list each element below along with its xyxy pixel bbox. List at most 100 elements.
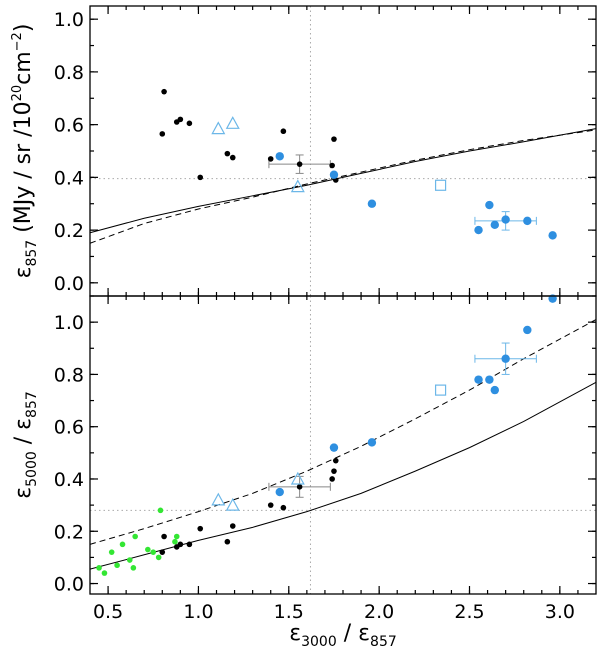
top-black-dots-point-12 <box>331 136 337 142</box>
bottom-triangles-point-1 <box>225 497 240 511</box>
bottom-green-dots-point-11 <box>157 507 164 514</box>
top-ylabel-symbol: ε <box>11 267 36 279</box>
top-black-dots-point-8 <box>267 156 274 162</box>
top-black-dots-point-10 <box>296 161 303 167</box>
bottom-green-dots-point-8 <box>145 546 151 553</box>
top-ylabel-rest: (MJy / sr /10 <box>11 101 36 239</box>
bottom-xtick-label-3: 2.0 <box>364 601 394 623</box>
bottom-black-dots-point-13 <box>332 457 339 464</box>
top-ylabel-close: ) <box>11 24 36 33</box>
bottom-xtick-label-0: 0.5 <box>93 601 123 623</box>
top-triangles-point-2 <box>290 179 305 193</box>
bottom-green-dots-point-12 <box>172 538 178 545</box>
bottom-ylabel-sub2: 857 <box>24 391 40 418</box>
bottom-y-axis-label: ε5000 / ε857 <box>11 391 40 499</box>
bottom-ytick-label-5: 1.0 <box>54 312 84 334</box>
bottom-green-dots-point-9 <box>150 549 157 555</box>
bottom-green-dots-point-0 <box>96 565 102 571</box>
top-ytick-label-1: 0.2 <box>54 220 84 242</box>
top-ytick-label-5: 1.0 <box>54 9 84 31</box>
bottom-square-point-0 <box>434 384 447 396</box>
bottom-blue-dots-point-7 <box>523 325 532 335</box>
panel-top: 0.0 0.2 0.4 0.6 0.8 1.0 ε857 (MJy / sr /1020c… <box>10 5 597 297</box>
x-axis-label: ε3000 / ε857 <box>289 621 397 650</box>
bottom-black-dots-point-0 <box>161 533 167 540</box>
bottom-black-dots-point-1 <box>159 549 166 555</box>
bottom-ytick-label-3: 0.6 <box>54 417 84 439</box>
top-black-dots-point-3 <box>177 116 184 123</box>
bottom-black-dots-point-8 <box>267 502 274 508</box>
bottom-ylabel-symbol: ε <box>11 487 36 499</box>
top-blue-dots-point-1 <box>329 170 339 179</box>
top-ytick-label-2: 0.4 <box>54 167 84 189</box>
top-black-dots-point-4 <box>186 120 193 127</box>
bottom-ylabel-sep: / ε <box>11 418 36 451</box>
bottom-green-dots-point-6 <box>130 565 137 571</box>
top-blue-dots-point-3 <box>474 225 483 235</box>
bottom-green-dots-point-5 <box>126 557 133 563</box>
bottom-xtick-label-2: 1.5 <box>274 601 304 623</box>
top-ylabel-unit: cm <box>11 51 36 85</box>
bottom-curve-dashed <box>89 319 597 545</box>
bottom-xtick-label-5: 3.0 <box>545 601 575 623</box>
bottom-triangles-point-0 <box>211 492 226 506</box>
bottom-curve-solid <box>89 381 597 570</box>
top-triangles-point-1 <box>225 116 240 129</box>
bottom-green-dots-point-1 <box>101 570 108 576</box>
bottom-black-dots-point-7 <box>229 523 236 529</box>
bottom-xtick-label-1: 1.0 <box>183 601 213 623</box>
xlabel-sub2: 857 <box>370 634 397 650</box>
bottom-green-dots-point-10 <box>155 554 162 561</box>
top-square-point-0 <box>434 179 447 191</box>
bottom-blue-dots-point-5 <box>490 385 499 395</box>
top-curve-dashed <box>89 129 597 244</box>
bottom-triangles-point-2 <box>290 471 305 485</box>
bottom-ytick-label-2: 0.4 <box>54 469 84 491</box>
bottom-xtick-label-4: 2.5 <box>454 601 484 623</box>
top-ytick-label-4: 0.8 <box>54 62 84 84</box>
bottom-green-dots-point-7 <box>132 533 138 540</box>
bottom-ylabel-sub1: 5000 <box>24 451 40 487</box>
top-blue-dots-point-5 <box>490 220 499 230</box>
top-black-dots-point-0 <box>161 88 167 95</box>
bottom-black-dots-point-12 <box>331 468 337 474</box>
bottom-axis-frame <box>89 295 597 595</box>
bottom-blue-dots-point-1 <box>329 443 339 452</box>
bottom-blue-dots-point-2 <box>367 438 377 447</box>
top-black-dots-point-5 <box>197 174 204 181</box>
bottom-blue-dots-point-4 <box>485 375 494 384</box>
xlabel-sub1: 3000 <box>301 634 337 650</box>
bottom-green-dots-point-3 <box>114 562 120 569</box>
bottom-black-dots-point-6 <box>224 538 231 545</box>
top-blue-dots-point-2 <box>367 199 377 208</box>
top-blue-dots-point-4 <box>485 200 494 210</box>
top-blue-dots-point-7 <box>523 216 532 226</box>
top-black-dots-point-11 <box>329 162 335 169</box>
bottom-green-dots-point-13 <box>173 533 180 540</box>
bottom-ytick-label-0: 0.0 <box>54 574 84 596</box>
top-blue-dots-point-8 <box>548 231 557 240</box>
top-triangles-point-0 <box>211 121 226 135</box>
top-black-dots-point-1 <box>159 131 166 137</box>
top-ylabel-sup2: −2 <box>10 32 25 51</box>
top-ylabel-sup1: 20 <box>10 85 25 102</box>
bottom-black-dots-point-11 <box>329 476 335 482</box>
top-black-dots-point-7 <box>229 154 236 161</box>
bottom-black-dots-point-4 <box>186 541 193 548</box>
top-blue-dots-point-0 <box>275 152 284 161</box>
top-blue-dots-point-6 <box>501 215 510 224</box>
xlabel-symbol: ε <box>289 621 301 646</box>
bottom-black-dots-point-3 <box>177 541 184 548</box>
top-black-dots-point-6 <box>224 150 231 157</box>
bottom-blue-dots-point-6 <box>501 354 510 363</box>
top-black-dots-point-9 <box>280 128 287 135</box>
bottom-black-dots-point-5 <box>197 525 204 532</box>
bottom-black-dots-point-10 <box>296 484 303 490</box>
bottom-black-dots-point-9 <box>280 504 287 511</box>
bottom-ytick-label-1: 0.2 <box>54 521 84 543</box>
top-axis-frame <box>89 5 597 297</box>
top-y-axis-label: ε857 (MJy / sr /1020cm−2) <box>10 24 40 279</box>
top-ytick-label-3: 0.6 <box>54 115 84 137</box>
top-ylabel-sub: 857 <box>24 240 40 267</box>
